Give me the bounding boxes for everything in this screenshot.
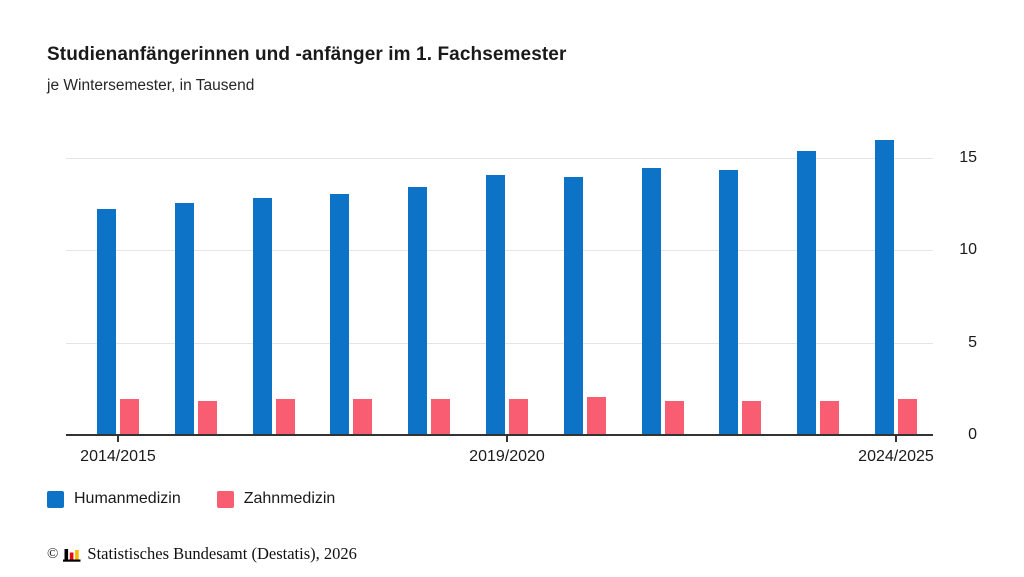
bar-zahnmedizin — [198, 401, 217, 434]
bar-humanmedizin — [642, 168, 661, 434]
legend-label-humanmedizin: Humanmedizin — [74, 490, 181, 507]
chart-subtitle: je Wintersemester, in Tausend — [47, 77, 255, 94]
x-axis-tick — [895, 436, 897, 442]
source-line: © Statistisches Bundesamt (Destatis), 20… — [47, 544, 357, 564]
chart-legend: Humanmedizin Zahnmedizin — [47, 490, 371, 508]
y-axis-label: 5 — [968, 334, 977, 351]
bar-zahnmedizin — [120, 399, 139, 434]
legend-label-zahnmedizin: Zahnmedizin — [243, 490, 336, 507]
bar-humanmedizin — [564, 177, 583, 434]
bar-humanmedizin — [719, 170, 738, 434]
copyright-symbol: © — [47, 545, 59, 562]
x-axis-label: 2019/2020 — [469, 448, 545, 465]
x-axis-label: 2024/2025 — [858, 448, 934, 465]
x-axis-tick — [506, 436, 508, 442]
bar-humanmedizin — [97, 209, 116, 434]
legend-item-zahnmedizin: Zahnmedizin — [216, 490, 336, 508]
humanmedizin-swatch-icon — [47, 490, 64, 508]
bar-humanmedizin — [797, 151, 816, 434]
bar-zahnmedizin — [587, 397, 606, 434]
x-axis-tick — [117, 436, 119, 442]
bar-zahnmedizin — [353, 399, 372, 434]
source-text: Statistisches Bundesamt (Destatis), 2026 — [87, 544, 357, 563]
destatis-logo-icon — [63, 548, 81, 562]
bar-zahnmedizin — [276, 399, 295, 434]
bar-humanmedizin — [875, 140, 894, 434]
x-axis-label: 2014/2015 — [80, 448, 156, 465]
bar-humanmedizin — [408, 187, 427, 434]
y-axis-label: 0 — [968, 426, 977, 443]
x-axis-line — [66, 434, 933, 436]
y-axis-label: 15 — [959, 149, 977, 166]
y-axis-label: 10 — [959, 241, 977, 258]
bar-zahnmedizin — [665, 401, 684, 434]
bar-zahnmedizin — [742, 401, 761, 434]
chart-title: Studienanfängerinnen und -anfänger im 1.… — [47, 44, 567, 65]
bar-humanmedizin — [253, 198, 272, 434]
bar-zahnmedizin — [509, 399, 528, 434]
bar-zahnmedizin — [431, 399, 450, 434]
bar-humanmedizin — [486, 175, 505, 434]
bar-zahnmedizin — [898, 399, 917, 434]
bar-humanmedizin — [330, 194, 349, 434]
bar-humanmedizin — [175, 203, 194, 434]
legend-item-humanmedizin: Humanmedizin — [47, 490, 181, 508]
bar-zahnmedizin — [820, 401, 839, 434]
gridline — [66, 158, 933, 159]
zahnmedizin-swatch-icon — [216, 490, 234, 508]
